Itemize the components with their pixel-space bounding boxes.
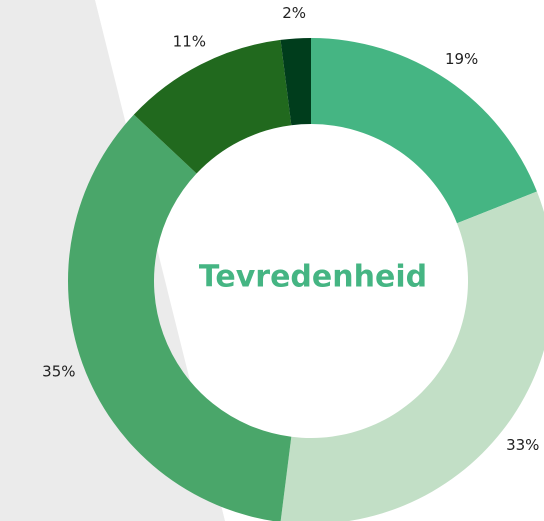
slice-label: 33% <box>506 436 539 454</box>
slice <box>311 38 537 224</box>
slice-label: 35% <box>42 362 75 380</box>
slice <box>68 114 292 521</box>
slices <box>68 38 544 521</box>
slice-label: 11% <box>173 33 206 51</box>
center-title: Tevredenheid <box>199 260 427 295</box>
slice <box>280 38 311 126</box>
slice-label: 19% <box>445 50 478 68</box>
slice <box>280 191 544 521</box>
slice <box>133 39 292 174</box>
slice-label: 2% <box>282 4 306 22</box>
